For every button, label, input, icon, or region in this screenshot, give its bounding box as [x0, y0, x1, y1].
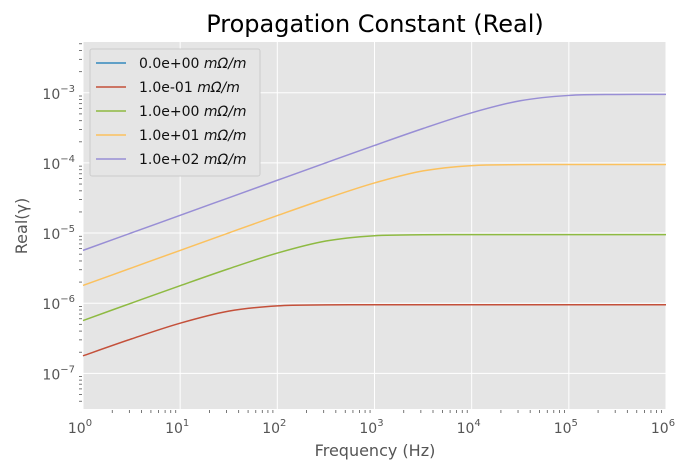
x-tick-label: 103 — [359, 418, 383, 437]
x-axis-label: Frequency (Hz) — [315, 441, 436, 460]
series-line-4 — [82, 93, 667, 252]
x-tick-label: 100 — [68, 418, 92, 437]
legend-label: 1.0e+02 mΩ/m — [139, 152, 247, 168]
legend-label: 1.0e-01 mΩ/m — [139, 80, 240, 96]
y-tick-label: 10−6 — [42, 294, 75, 313]
series-line-1 — [82, 304, 666, 357]
y-tick-label: 10−4 — [42, 154, 75, 173]
x-tick-label: 102 — [262, 418, 286, 437]
legend-box — [89, 48, 261, 177]
series-line-3 — [82, 163, 667, 287]
x-tick-label: 105 — [554, 418, 578, 437]
series-line-2 — [82, 233, 666, 322]
chart-title: Propagation Constant (Real) — [206, 10, 544, 38]
y-axis-label: Real(γ) — [12, 198, 31, 254]
legend-label: 1.0e+00 mΩ/m — [139, 104, 247, 120]
x-tick-label: 106 — [651, 418, 675, 437]
y-tick-label: 10−3 — [42, 84, 75, 103]
legend-label: 0.0e+00 mΩ/m — [139, 56, 247, 72]
y-tick-label: 10−7 — [42, 364, 75, 383]
legend: 0.0e+00 mΩ/m 1.0e-01 mΩ/m 1.0e+00 mΩ/m 1.0e… — [89, 48, 261, 177]
x-tick-label: 104 — [457, 418, 481, 437]
x-tick-label: 101 — [165, 418, 189, 437]
legend-label: 1.0e+01 mΩ/m — [139, 128, 247, 144]
y-tick-label: 10−5 — [42, 224, 75, 243]
